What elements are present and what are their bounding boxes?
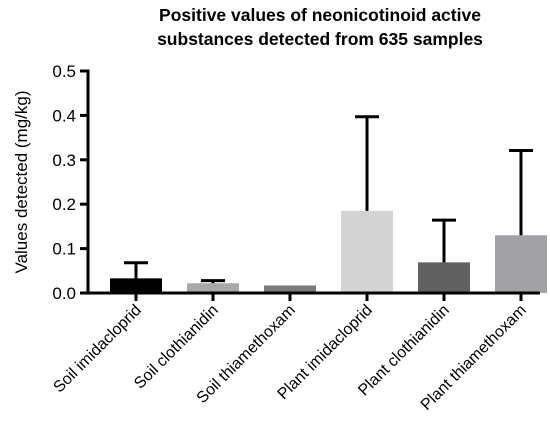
error-bar-6	[509, 148, 533, 236]
bar-3	[264, 285, 316, 293]
y-tick-label-1: 0.0	[52, 284, 76, 303]
y-tick-label-2: 0.1	[52, 240, 76, 259]
y-tick-label-5: 0.4	[52, 106, 76, 125]
error-bar-4	[355, 115, 379, 211]
error-bar-5	[432, 218, 456, 263]
chart-title-line-1: Positive values of neonicotinoid active	[159, 5, 481, 25]
plot-area: 0.0 0.1 0.2 0.3 0.4 0.5 Soil imidaclopridSoil …	[50, 62, 547, 414]
error-bar-2	[201, 279, 225, 284]
y-tick-label-4: 0.3	[52, 151, 76, 170]
x-tick-label-1: Soil imidacloprid	[50, 302, 144, 396]
x-tick-label-2: Soil clothianidin	[131, 302, 222, 393]
chart-title-line-2: substances detected from 635 samples	[157, 29, 483, 49]
bar-1	[110, 278, 162, 293]
bar-4	[341, 210, 393, 293]
bar-6	[495, 235, 547, 293]
bar-2	[187, 283, 239, 293]
y-tick-label-3: 0.2	[52, 195, 76, 214]
y-axis-label: Values detected (mg/kg)	[12, 91, 31, 274]
error-bar-1	[124, 261, 148, 279]
bar-5	[418, 262, 470, 293]
y-tick-label-6: 0.5	[52, 62, 76, 81]
